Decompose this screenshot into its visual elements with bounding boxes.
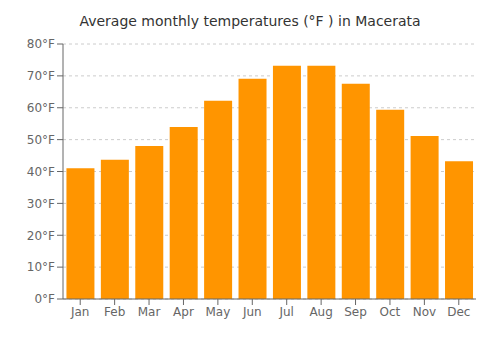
svg-text:50°F: 50°F: [27, 133, 55, 147]
svg-text:Apr: Apr: [173, 305, 194, 319]
html-text:Average monthly temperatures (: Average monthly temperatures (°F ) in Ma…: [79, 13, 421, 29]
svg-text:30°F: 30°F: [27, 197, 55, 211]
svg-text:Dec: Dec: [447, 305, 470, 319]
svg-text:Mar: Mar: [138, 305, 161, 319]
svg-text:Jan: Jan: [70, 305, 90, 319]
svg-text:20°F: 20°F: [27, 229, 55, 243]
svg-text:70°F: 70°F: [27, 69, 55, 83]
svg-text:Jul: Jul: [278, 305, 293, 319]
svg-text:80°F: 80°F: [27, 37, 55, 51]
svg-text:0°F: 0°F: [34, 292, 55, 306]
svg-text:40°F: 40°F: [27, 165, 55, 179]
svg-text:Sep: Sep: [344, 305, 367, 319]
svg-text:Feb: Feb: [104, 305, 125, 319]
svg-text:Nov: Nov: [413, 305, 436, 319]
svg-text:Oct: Oct: [380, 305, 401, 319]
svg-text:60°F: 60°F: [27, 101, 55, 115]
svg-text:Jun: Jun: [242, 305, 262, 319]
svg-text:Aug: Aug: [309, 305, 332, 319]
svg-text:10°F: 10°F: [27, 260, 55, 274]
svg-text:May: May: [205, 305, 230, 319]
